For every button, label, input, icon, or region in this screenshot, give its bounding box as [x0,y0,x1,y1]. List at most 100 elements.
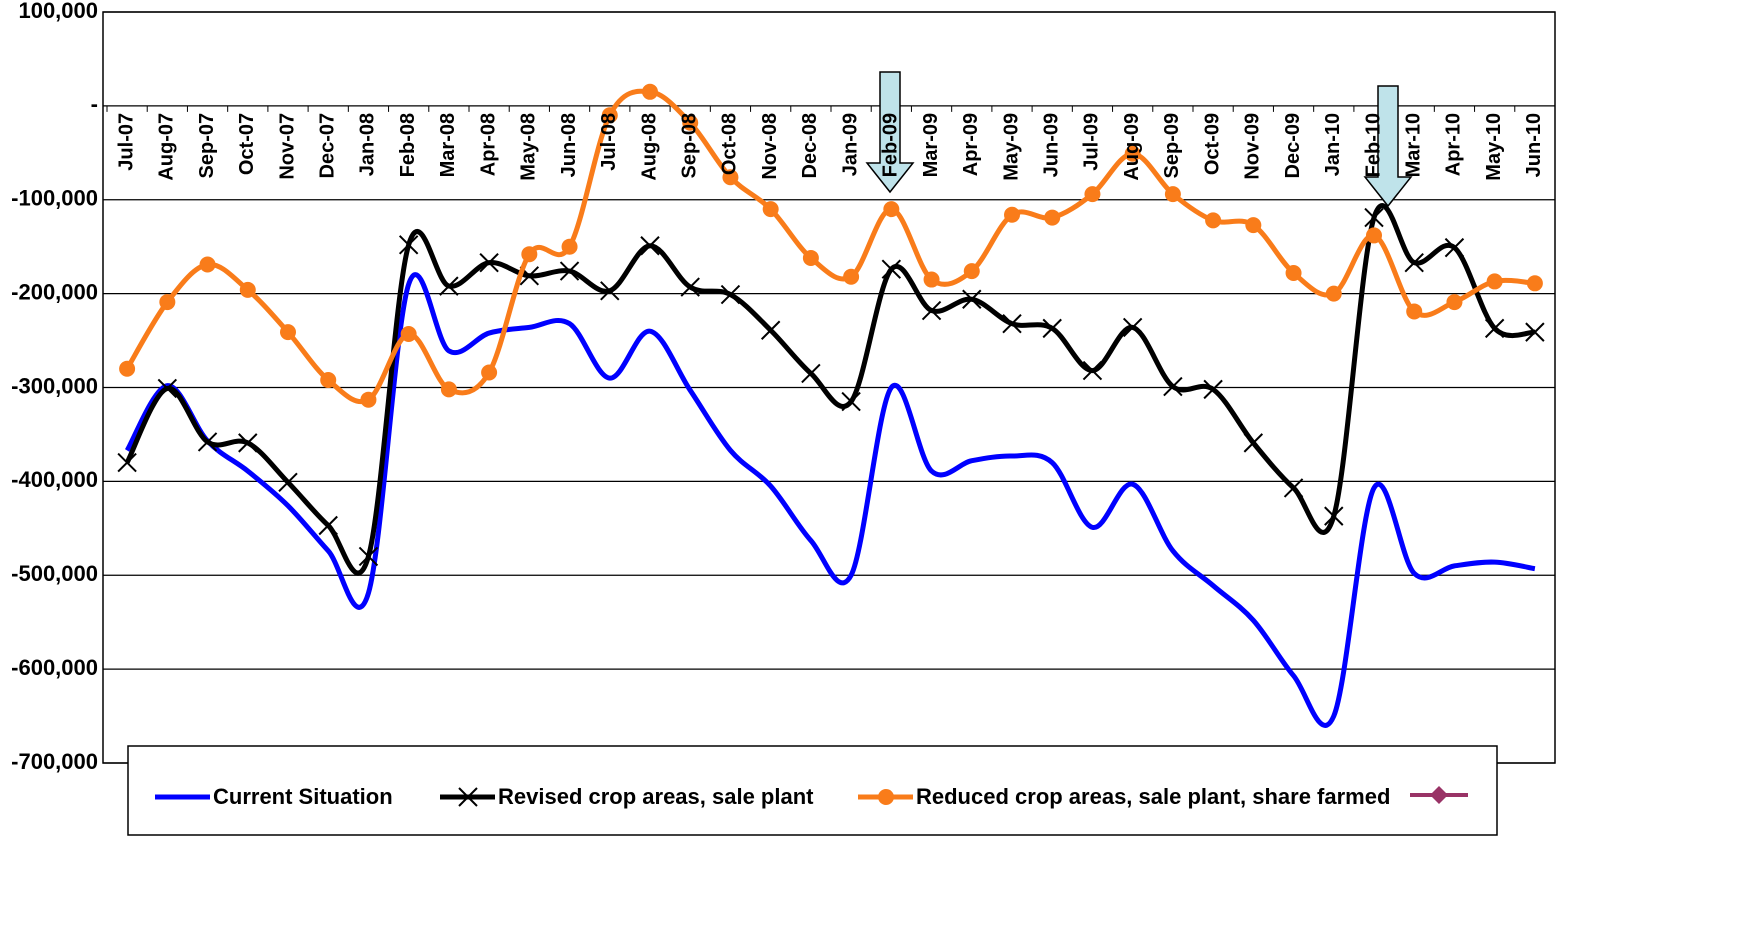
point [117,452,137,473]
point [843,268,860,285]
point [199,256,216,273]
point [1406,303,1423,320]
point [238,433,258,453]
point [398,235,419,255]
point [760,320,781,340]
x-tick-label: May-08 [518,113,540,181]
point [600,281,620,301]
x-tick-label: Mar-09 [920,113,942,177]
x-tick-label: Sep-09 [1161,113,1183,179]
point [1163,376,1183,397]
point [722,169,739,186]
legend-marker [458,787,478,807]
point [360,391,377,408]
point [1285,264,1302,281]
x-tick-label: Aug-08 [638,113,660,181]
point [1484,318,1505,339]
x-tick-label: Sep-07 [196,113,218,179]
x-tick-label: Feb-08 [397,113,419,177]
y-tick-label: -600,000 [11,655,98,680]
x-tick-label: Jul-07 [115,113,137,171]
x-tick-label: Aug-09 [1121,113,1143,181]
x-tick-label: Jun-09 [1041,113,1063,177]
y-tick-label: -400,000 [11,467,98,492]
point [1366,227,1382,244]
point [559,261,580,281]
point [440,381,457,398]
arrow [1363,85,1413,208]
point [400,325,417,342]
point [1486,273,1503,290]
x-tick-label: Apr-10 [1443,113,1465,176]
plot [117,83,1545,728]
point [318,515,338,536]
point [601,107,618,124]
point [1243,433,1264,453]
point [1082,360,1103,381]
point [762,201,779,218]
point [923,271,940,288]
point [320,371,337,388]
x-tick-label: Feb-09 [880,113,902,177]
point [1122,317,1143,338]
point [1283,478,1304,498]
x-tick-label: Nov-09 [1242,113,1264,180]
x-tick-label: Mar-08 [437,113,459,177]
legend-label: Revised crop areas, sale plant [498,784,814,809]
point [1446,294,1463,311]
x-tick-label: Nov-08 [759,113,781,180]
x-tick-label: Oct-09 [1201,113,1223,175]
y-tick-label: -300,000 [11,373,98,398]
point [1164,186,1181,203]
legend-label: Current Situation [213,784,393,809]
legend-label: Reduced crop areas, sale plant, share fa… [916,784,1390,809]
point [1324,506,1344,526]
x-tick-label: Oct-07 [236,113,258,175]
point [479,252,499,273]
point [157,378,178,399]
point [239,281,256,298]
point [963,263,980,280]
point [358,546,379,567]
point [883,201,900,218]
y-tick-label: -500,000 [11,561,98,586]
point [561,238,578,255]
x-tick-label: Jun-10 [1523,113,1545,177]
point [682,114,699,131]
point [1042,318,1062,339]
point [881,259,902,279]
x-tick-label: Dec-07 [317,113,339,179]
x-tick-label: Jan-10 [1322,113,1344,176]
point [720,284,741,305]
point [1084,186,1101,203]
point [1245,217,1262,234]
point [1205,212,1222,229]
point [481,364,498,381]
point [280,324,296,341]
x-tick-label: Nov-07 [276,113,298,180]
x-tick-label: Sep-08 [679,113,701,179]
legend-marker [1430,786,1448,804]
point [642,83,658,100]
x-tick-label: Feb-10 [1362,113,1384,177]
x-tick-label: Apr-08 [477,113,499,176]
legend-marker [878,789,894,805]
point [640,236,660,256]
point [841,391,861,412]
point [1203,379,1223,400]
point [119,360,136,377]
point [439,276,459,296]
y-tick-label: -100,000 [11,186,98,211]
point [1124,145,1141,162]
x-tick-label: Jul-08 [598,113,620,171]
point [921,300,942,321]
y-tick-label: -200,000 [11,279,98,304]
x-tick-label: Dec-09 [1282,113,1304,179]
y-tick-label: -700,000 [11,749,98,774]
point [801,363,821,384]
legend [127,745,1498,836]
x-tick-label: Dec-08 [799,113,821,179]
x-tick-label: Mar-10 [1403,113,1425,177]
point [962,289,982,309]
